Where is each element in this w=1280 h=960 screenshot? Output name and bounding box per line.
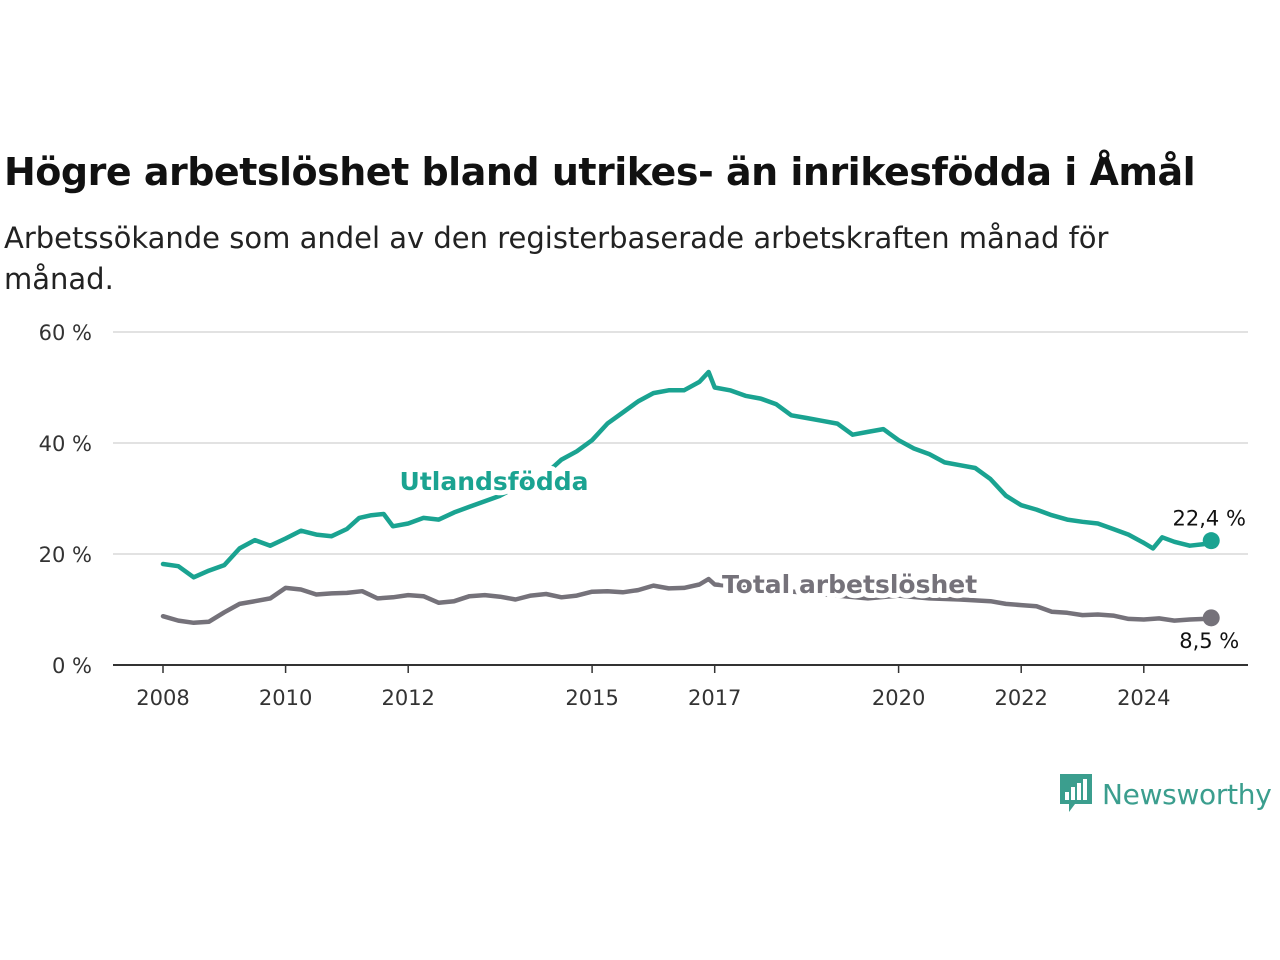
y-axis-ticks: 0 % 20 % 40 % 60 % xyxy=(39,321,92,678)
x-tick-label: 2015 xyxy=(565,686,618,710)
x-tick-label: 2020 xyxy=(872,686,925,710)
chart-title: Högre arbetslöshet bland utrikes- än inr… xyxy=(4,150,1196,194)
series-annotation-label: Total arbetslöshet xyxy=(722,570,977,599)
series-end-label: 22,4 % xyxy=(1173,507,1246,531)
line-chart: 0 % 20 % 40 % 60 % Utlandsfödda Total arbets… xyxy=(39,321,1248,710)
series-endpoints: 22,4 % 8,5 % xyxy=(1173,507,1246,653)
x-tick-label: 2008 xyxy=(136,686,189,710)
x-tick-label: 2024 xyxy=(1117,686,1170,710)
y-tick-label: 40 % xyxy=(39,432,92,456)
series-line xyxy=(160,576,1214,626)
series-endpoint-marker xyxy=(1202,609,1220,627)
series-annotations: Utlandsfödda Total arbetslöshet xyxy=(395,462,983,604)
y-tick-label: 20 % xyxy=(39,543,92,567)
brand-logo: Newsworthy xyxy=(1058,772,1272,816)
series-annotation-label: Utlandsfödda xyxy=(400,467,589,496)
x-tick-label: 2010 xyxy=(259,686,312,710)
series-lines xyxy=(160,369,1214,626)
series-endpoint-marker xyxy=(1202,532,1220,550)
series-end-label: 8,5 % xyxy=(1179,629,1239,653)
x-axis: 2008 2010 2012 2015 2017 2020 2022 2024 xyxy=(113,664,1248,710)
y-tick-label: 0 % xyxy=(52,654,92,678)
x-tick-label: 2022 xyxy=(994,686,1047,710)
brand-name: Newsworthy xyxy=(1102,777,1272,811)
x-tick-label: 2012 xyxy=(381,686,434,710)
newsworthy-logo-icon xyxy=(1060,774,1092,812)
y-tick-label: 60 % xyxy=(39,321,92,345)
x-tick-label: 2017 xyxy=(688,686,741,710)
chart-subtitle: Arbetssökande som andel av den registerb… xyxy=(4,221,1109,296)
series-line xyxy=(160,369,1214,580)
grid-lines xyxy=(113,331,1248,555)
